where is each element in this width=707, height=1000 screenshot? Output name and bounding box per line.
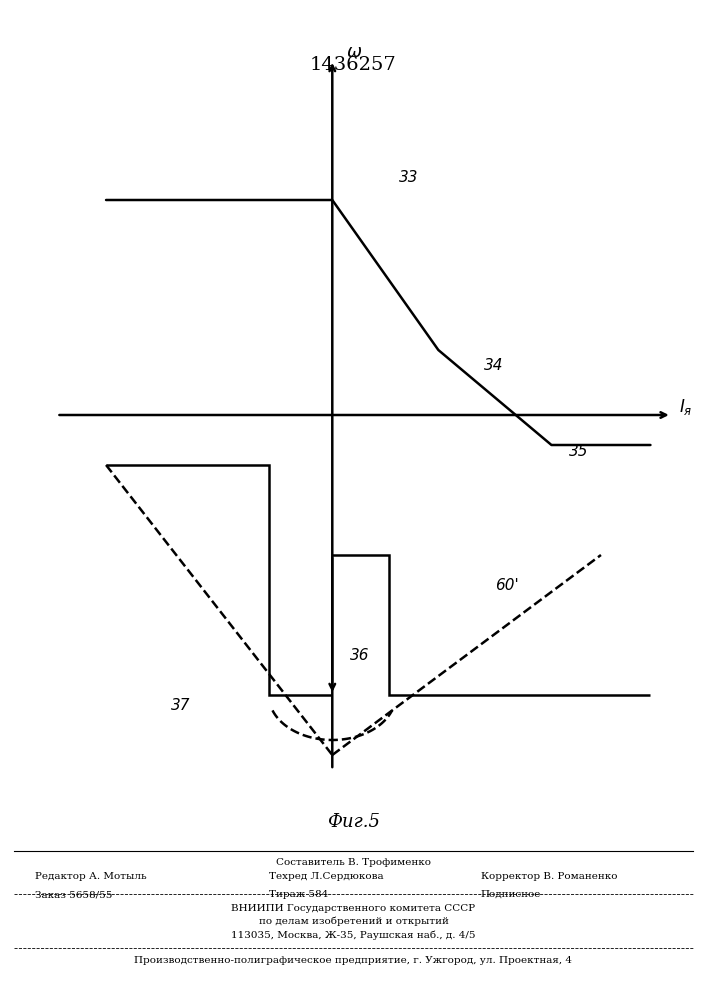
Text: $I_я$: $I_я$ xyxy=(679,397,692,417)
Text: Редактор А. Мотыль: Редактор А. Мотыль xyxy=(35,872,147,881)
Text: ВНИИПИ Государственного комитета СССР: ВНИИПИ Государственного комитета СССР xyxy=(231,904,476,913)
Text: Тираж 584: Тираж 584 xyxy=(269,890,328,899)
Text: 34: 34 xyxy=(484,358,504,372)
Text: 60': 60' xyxy=(495,578,519,592)
Text: 1436257: 1436257 xyxy=(310,56,397,74)
Text: Подписное: Подписное xyxy=(481,890,541,899)
Text: 35: 35 xyxy=(569,444,589,460)
Text: Корректор В. Романенко: Корректор В. Романенко xyxy=(481,872,617,881)
Text: 37: 37 xyxy=(171,698,191,712)
Text: Техред Л.Сердюкова: Техред Л.Сердюкова xyxy=(269,872,383,881)
Text: 36: 36 xyxy=(350,648,370,662)
Text: 33: 33 xyxy=(399,170,419,185)
Text: Заказ 5658/55: Заказ 5658/55 xyxy=(35,890,112,899)
Text: ω: ω xyxy=(346,43,361,61)
Text: Составитель В. Трофименко: Составитель В. Трофименко xyxy=(276,858,431,867)
Text: 113035, Москва, Ж-35, Раушская наб., д. 4/5: 113035, Москва, Ж-35, Раушская наб., д. … xyxy=(231,930,476,940)
Text: по делам изобретений и открытий: по делам изобретений и открытий xyxy=(259,917,448,926)
Text: Фиг.5: Фиг.5 xyxy=(327,813,380,831)
Text: Производственно-полиграфическое предприятие, г. Ужгород, ул. Проектная, 4: Производственно-полиграфическое предприя… xyxy=(134,956,573,965)
